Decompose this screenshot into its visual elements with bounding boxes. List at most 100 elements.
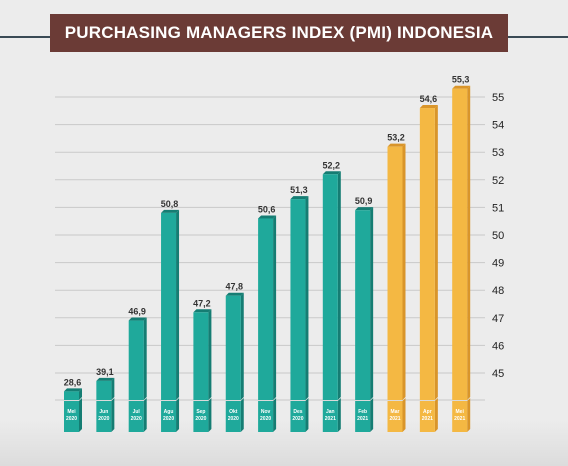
category-box — [355, 401, 371, 432]
category-box-side — [273, 398, 277, 432]
bar-side — [208, 309, 212, 400]
category-year-label: 2021 — [357, 416, 368, 422]
category-box — [258, 401, 274, 432]
category-box-side — [467, 398, 471, 432]
category-box-side — [434, 398, 438, 432]
bar-value-label: 55,3 — [452, 75, 470, 85]
bar-side — [305, 196, 309, 400]
bar-top — [193, 309, 212, 313]
category-box-side — [111, 398, 115, 432]
bar — [96, 380, 112, 400]
bar — [355, 210, 371, 400]
category-year-label: 2021 — [389, 416, 400, 422]
category-year-label: 2020 — [292, 416, 303, 422]
bar-side — [111, 377, 115, 400]
bar-side — [273, 215, 277, 400]
category-box-side — [240, 398, 244, 432]
category-box-side — [208, 398, 212, 432]
category-year-label: 2020 — [98, 416, 109, 422]
category-month-label: Apr — [423, 409, 432, 415]
bar — [452, 88, 468, 400]
category-year-label: 2020 — [260, 416, 271, 422]
bar-value-label: 47,2 — [193, 298, 211, 308]
y-tick-label: 45 — [492, 368, 504, 380]
bar-side — [143, 317, 147, 400]
bar — [419, 108, 435, 400]
bar-top — [387, 143, 406, 147]
category-month-label: Sep — [196, 409, 205, 415]
category-year-label: 2020 — [228, 416, 239, 422]
bar-value-label: 53,2 — [387, 133, 405, 143]
bar-top — [452, 85, 471, 89]
bar-value-label: 51,3 — [290, 185, 308, 195]
bar — [64, 391, 79, 400]
category-box-side — [370, 398, 374, 432]
bar-top — [419, 105, 438, 109]
category-box — [161, 401, 177, 432]
bar-value-label: 39,1 — [96, 367, 114, 377]
category-box — [322, 401, 338, 432]
category-box-side — [143, 398, 147, 432]
y-tick-label: 51 — [492, 202, 504, 214]
bar-side — [402, 143, 406, 400]
category-box-side — [176, 398, 180, 432]
category-month-label: Agu — [164, 409, 174, 415]
category-box — [96, 401, 112, 432]
category-month-label: Jul — [133, 409, 141, 415]
category-month-label: Mei — [67, 409, 76, 415]
y-tick-label: 50 — [492, 230, 504, 242]
category-box — [64, 401, 79, 432]
category-box-side — [305, 398, 309, 432]
y-tick-label: 49 — [492, 258, 504, 270]
bar-top — [96, 377, 115, 381]
category-year-label: 2020 — [66, 416, 77, 422]
y-tick-label: 54 — [492, 120, 504, 132]
category-month-label: Mei — [456, 409, 465, 415]
category-box — [128, 401, 144, 432]
bar-side — [176, 209, 180, 400]
category-box — [193, 401, 209, 432]
bottom-band — [0, 420, 568, 466]
bar-top — [258, 215, 277, 219]
category-box — [419, 401, 435, 432]
category-year-label: 2020 — [195, 416, 206, 422]
bar-side — [370, 207, 374, 400]
category-box — [452, 401, 468, 432]
bar — [258, 218, 274, 400]
category-year-label: 2021 — [422, 416, 433, 422]
bar — [387, 146, 403, 400]
bar-value-label: 54,6 — [420, 94, 438, 104]
y-tick-label: 52 — [492, 175, 504, 187]
bar-top — [355, 207, 374, 211]
category-box — [387, 401, 403, 432]
bar-value-label: 50,9 — [355, 196, 373, 206]
bar — [290, 199, 306, 400]
chart-title: PURCHASING MANAGERS INDEX (PMI) INDONESI… — [50, 14, 508, 52]
category-year-label: 2020 — [131, 416, 142, 422]
bar-top — [128, 317, 147, 321]
y-tick-label: 48 — [492, 285, 504, 297]
y-tick-label: 55 — [492, 92, 504, 104]
category-box-side — [402, 398, 406, 432]
bar-value-label: 46,9 — [128, 307, 146, 317]
bar — [161, 212, 177, 400]
category-year-label: 2021 — [325, 416, 336, 422]
bar-value-label: 47,8 — [225, 282, 243, 292]
bar-value-label: 50,6 — [258, 204, 276, 214]
bar-side — [79, 388, 82, 400]
bar-side — [337, 171, 341, 400]
bar — [225, 295, 241, 400]
category-year-label: 2021 — [454, 416, 465, 422]
category-month-label: Mar — [391, 409, 400, 415]
category-box — [290, 401, 306, 432]
category-month-label: Jan — [326, 409, 335, 415]
bar-side — [240, 292, 244, 400]
bar — [322, 174, 338, 400]
bar-top — [64, 388, 82, 392]
bar-top — [225, 292, 244, 296]
y-tick-label: 47 — [492, 313, 504, 325]
bar-value-label: 52,2 — [323, 160, 341, 170]
category-month-label: Nov — [261, 409, 271, 415]
bar-top — [290, 196, 309, 200]
category-month-label: Des — [293, 409, 302, 415]
